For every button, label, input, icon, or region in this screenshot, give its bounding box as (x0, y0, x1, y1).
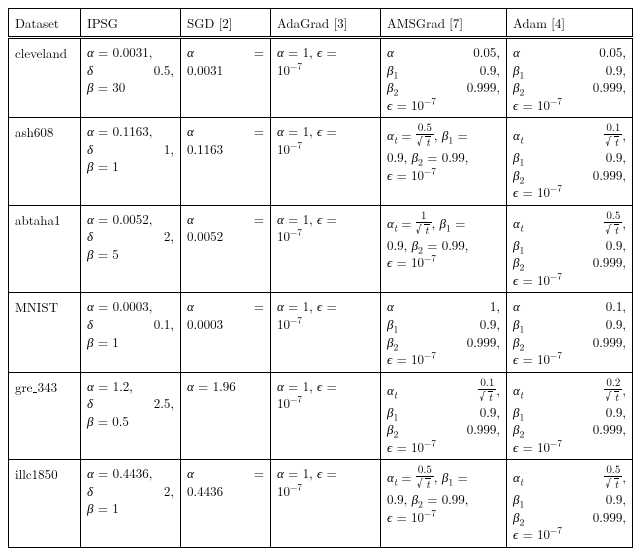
cell-dataset: abtaha1 (9, 205, 81, 293)
table-row: clevelandα = 0.0031,δ0.5,β = 30α=0.0031α… (9, 38, 633, 118)
col-dataset: Dataset (9, 9, 81, 38)
cell-ipsg: α = 0.4436,δ2,β = 1 (81, 460, 181, 548)
cell-adagrad: α = 1, ϵ =10−7 (271, 372, 381, 460)
col-ipsg: IPSG (81, 9, 181, 38)
cell-sgd: α=0.1163 (181, 118, 271, 206)
cell-adam: αt0.2t,β10.9,β20.999,ϵ = 10−7 (507, 372, 633, 460)
cell-dataset: MNIST (9, 293, 81, 372)
cell-dataset: illc1850 (9, 460, 81, 548)
cell-ipsg: α = 0.0031,δ0.5,β = 30 (81, 38, 181, 118)
col-sgd: SGD [2] (181, 9, 271, 38)
hyperparams-table: Dataset IPSG SGD [2] AdaGrad [3] AMSGrad… (8, 8, 633, 548)
cell-dataset: gre343 (9, 372, 81, 460)
cell-sgd: α=0.0052 (181, 205, 271, 293)
cell-sgd: α=0.4436 (181, 460, 271, 548)
cell-adagrad: α = 1, ϵ =10−7 (271, 38, 381, 118)
cell-amsgrad: α0.05,β10.9,β20.999,ϵ = 10−7 (381, 38, 507, 118)
col-adam: Adam [4] (507, 9, 633, 38)
cell-dataset: cleveland (9, 38, 81, 118)
table-header: Dataset IPSG SGD [2] AdaGrad [3] AMSGrad… (9, 9, 633, 38)
cell-ipsg: α = 0.1163,δ1,β = 1 (81, 118, 181, 206)
cell-ipsg: α = 1.2,δ2.5,β = 0.5 (81, 372, 181, 460)
col-amsgrad: AMSGrad [7] (381, 9, 507, 38)
cell-ipsg: α = 0.0003,δ0.1,β = 1 (81, 293, 181, 372)
cell-adam: αt0.1t,β10.9,β20.999,ϵ = 10−7 (507, 118, 633, 206)
cell-adagrad: α = 1, ϵ =10−7 (271, 205, 381, 293)
cell-adagrad: α = 1, ϵ =10−7 (271, 118, 381, 206)
cell-sgd: α = 1.96 (181, 372, 271, 460)
table-row: gre343α = 1.2,δ2.5,β = 0.5α = 1.96α = 1,… (9, 372, 633, 460)
cell-adagrad: α = 1, ϵ =10−7 (271, 293, 381, 372)
cell-sgd: α=0.0031 (181, 38, 271, 118)
cell-adam: α0.05,β10.9,β20.999,ϵ = 10−7 (507, 38, 633, 118)
table-row: MNISTα = 0.0003,δ0.1,β = 1α=0.0003α = 1,… (9, 293, 633, 372)
cell-adam: α0.1,β10.9,β20.999,ϵ = 10−7 (507, 293, 633, 372)
cell-ipsg: α = 0.0052,δ2,β = 5 (81, 205, 181, 293)
cell-adam: αt0.5t,β10.9,β20.999,ϵ = 10−7 (507, 460, 633, 548)
cell-amsgrad: αt0.1t,β10.9,β20.999,ϵ = 10−7 (381, 372, 507, 460)
cell-sgd: α=0.0003 (181, 293, 271, 372)
cell-amsgrad: αt = 0.5t, β1 =0.9, β2 = 0.99,ϵ = 10−7 (381, 118, 507, 206)
cell-amsgrad: αt = 0.5t, β1 =0.9, β2 = 0.99,ϵ = 10−7 (381, 460, 507, 548)
cell-adam: αt0.5t,β10.9,β20.999,ϵ = 10−7 (507, 205, 633, 293)
table-row: abtaha1α = 0.0052,δ2,β = 5α=0.0052α = 1,… (9, 205, 633, 293)
table-row: ash608α = 0.1163,δ1,β = 1α=0.1163α = 1, … (9, 118, 633, 206)
cell-dataset: ash608 (9, 118, 81, 206)
col-adagrad: AdaGrad [3] (271, 9, 381, 38)
cell-amsgrad: α1,β10.9,β20.999,ϵ = 10−7 (381, 293, 507, 372)
cell-adagrad: α = 1, ϵ =10−7 (271, 460, 381, 548)
table-row: illc1850α = 0.4436,δ2,β = 1α=0.4436α = 1… (9, 460, 633, 548)
table-body: clevelandα = 0.0031,δ0.5,β = 30α=0.0031α… (9, 38, 633, 548)
cell-amsgrad: αt = 1t, β1 =0.9, β2 = 0.99,ϵ = 10−7 (381, 205, 507, 293)
